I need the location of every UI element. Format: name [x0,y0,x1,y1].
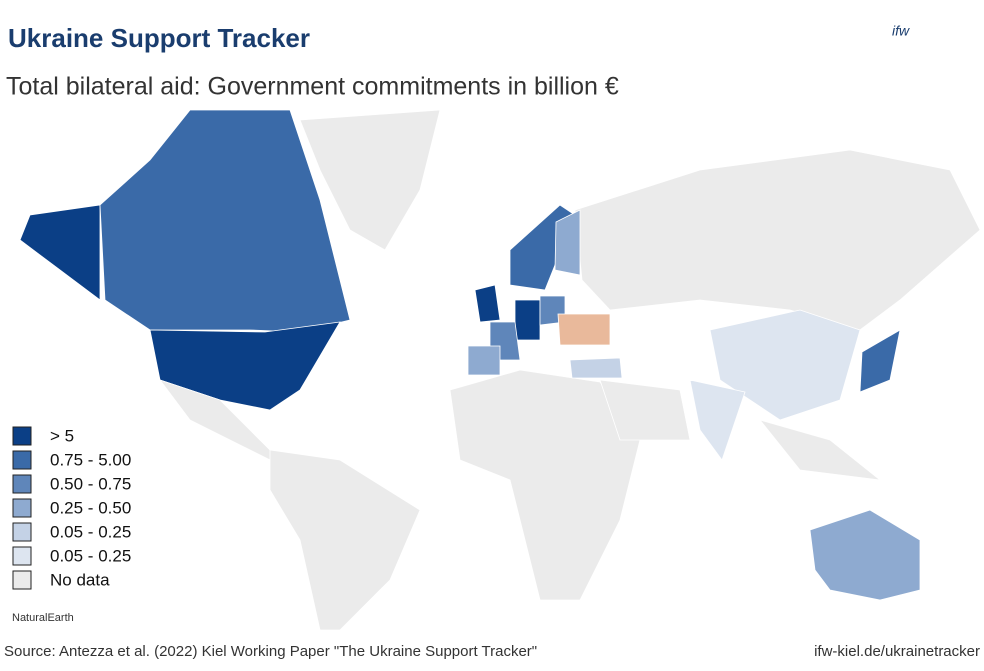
canada [99,109,351,333]
southeast-asia [758,419,882,481]
india [689,379,746,461]
legend-label: No data [50,570,110,589]
legend-swatch [12,546,32,566]
attribution: NaturalEarth [12,612,74,624]
legend-swatch [12,498,32,518]
url: ifw-kiel.de/ukrainetracker [814,643,980,660]
australia [809,509,921,601]
legend-label: 0.05 - 0.25 [50,546,131,565]
greenland [299,109,441,251]
united-kingdom [474,284,501,323]
logo: ifw [892,23,910,39]
title: Ukraine Support Tracker [8,23,310,53]
legend-swatch [12,522,32,542]
legend-label: 0.05 - 0.25 [50,522,131,541]
russia-asia [574,149,981,331]
spain [467,345,501,376]
legend-label: 0.50 - 0.75 [50,474,131,493]
turkey [569,357,623,379]
legend-swatch [12,474,32,494]
legend-label: 0.75 - 5.00 [50,450,131,469]
subtitle: Total bilateral aid: Government commitme… [6,73,619,101]
germany [514,299,541,341]
legend-label: 0.25 - 0.50 [50,498,131,517]
japan [859,329,901,393]
legend: > 5 0.75 - 5.00 0.50 - 0.75 0.25 - 0.50 0.05… [12,426,131,590]
middle-east [599,379,691,441]
legend-label: > 5 [50,426,74,445]
source: Source: Antezza et al. (2022) Kiel Worki… [4,643,537,660]
legend-swatch [12,450,32,470]
ukraine [557,313,611,346]
china [709,309,861,421]
legend-swatch [12,570,32,590]
finland [554,209,581,276]
countries [19,109,981,631]
south-america [269,449,421,631]
africa [449,369,641,601]
alaska [19,204,101,301]
legend-swatch [12,426,32,446]
